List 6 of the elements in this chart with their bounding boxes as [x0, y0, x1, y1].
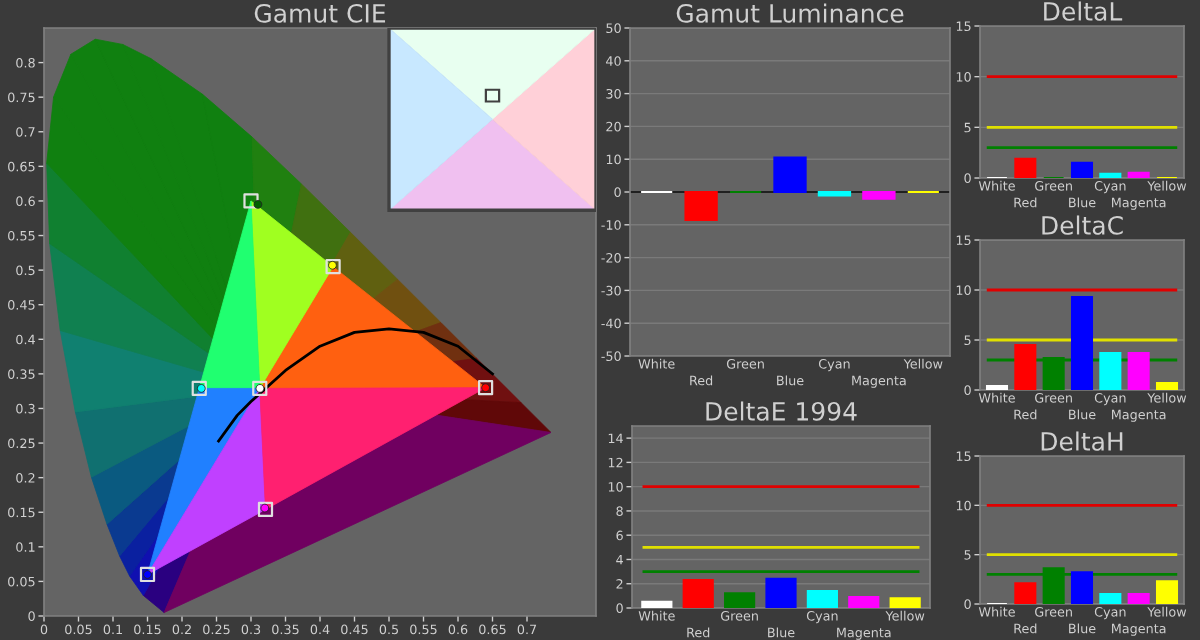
chart-title: DeltaH: [1041, 431, 1123, 451]
chart-title: DeltaC: [1042, 215, 1123, 235]
chart-title: DeltaE 1994: [706, 401, 857, 421]
chart-title: Gamut CIE: [254, 3, 386, 23]
chart-title: Gamut Luminance: [676, 3, 904, 23]
chart-title: DeltaL: [1044, 1, 1123, 21]
